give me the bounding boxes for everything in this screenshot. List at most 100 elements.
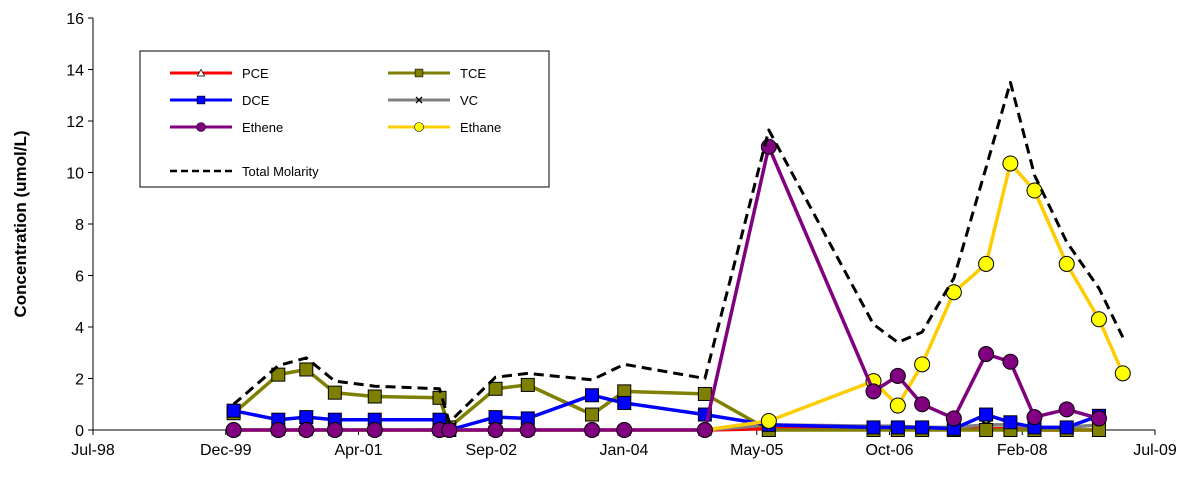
y-tick-label: 6 xyxy=(75,269,84,286)
point-dce xyxy=(488,410,503,425)
point-ethane xyxy=(1090,311,1107,328)
legend-label-total-molarity: Total Molarity xyxy=(242,164,319,179)
point-ethane xyxy=(978,255,995,272)
point-ethene xyxy=(225,422,242,438)
point-ethane xyxy=(914,356,931,373)
x-tick-label: Oct-06 xyxy=(865,442,913,459)
legend-label-vc: VC xyxy=(460,93,478,108)
legend: PCE TCE DCE VC Ethene Ethane Total Molarity xyxy=(139,50,550,188)
legend-marker-shape xyxy=(196,95,206,105)
point-ethene xyxy=(1058,401,1075,418)
point-ethene xyxy=(519,422,536,438)
point-tce xyxy=(520,377,535,392)
point-ethene xyxy=(366,422,383,438)
legend-marker-ethane xyxy=(414,122,424,132)
legend-marker-shape xyxy=(415,96,423,104)
point-ethene xyxy=(696,422,713,438)
point-dce xyxy=(617,395,632,410)
point-ethene xyxy=(1002,353,1019,370)
legend-label-pce: PCE xyxy=(242,66,269,81)
series-ethene xyxy=(225,138,1107,438)
series-line-ethene xyxy=(233,145,1100,432)
legend-marker-pce xyxy=(196,68,206,77)
point-ethane xyxy=(1026,182,1043,199)
point-dce xyxy=(1059,420,1074,435)
x-tick-label: Dec-99 xyxy=(200,442,252,459)
point-ethene xyxy=(326,422,343,438)
x-tick-label: May-05 xyxy=(730,442,783,459)
x-tick-label: Jul-09 xyxy=(1133,442,1177,459)
point-dce xyxy=(1003,415,1018,430)
point-ethane xyxy=(945,284,962,301)
series-total-molarity xyxy=(232,80,1125,424)
point-dce xyxy=(890,420,905,435)
point-tce xyxy=(327,385,342,400)
y-axis-title: Concentration (umol/L) xyxy=(11,131,30,318)
point-tce xyxy=(617,384,632,399)
x-tick-label: Sep-02 xyxy=(465,442,517,459)
point-dce xyxy=(979,407,994,422)
legend-label-tce: TCE xyxy=(460,66,486,81)
point-ethene xyxy=(760,138,777,155)
y-tick-label: 16 xyxy=(66,11,84,28)
point-ethene xyxy=(487,422,504,438)
point-dce xyxy=(585,388,600,403)
point-ethane xyxy=(1114,365,1131,382)
legend-item-ethane: Ethane xyxy=(388,120,501,135)
point-dce xyxy=(915,420,930,435)
point-dce xyxy=(226,403,241,418)
x-tick-label: Feb-08 xyxy=(997,442,1048,459)
point-ethene xyxy=(978,346,995,363)
y-tick-label: 4 xyxy=(75,320,84,337)
series-line-tce xyxy=(232,367,1099,432)
legend-marker-shape xyxy=(414,122,424,132)
point-ethene xyxy=(865,383,882,400)
point-ethene xyxy=(584,422,601,438)
legend-item-total-molarity: Total Molarity xyxy=(170,164,319,179)
point-ethene xyxy=(441,422,458,438)
y-tick-label: 12 xyxy=(66,114,84,131)
point-ethene xyxy=(889,367,906,384)
point-ethene xyxy=(1026,409,1043,426)
legend-marker-vc xyxy=(415,96,423,104)
legend-item-vc: VC xyxy=(388,93,478,108)
point-ethene xyxy=(270,422,287,438)
point-ethene xyxy=(1090,410,1107,427)
point-tce xyxy=(367,389,382,404)
legend-label-ethane: Ethane xyxy=(460,120,501,135)
point-ethene xyxy=(298,422,315,438)
y-tick-label: 8 xyxy=(75,217,84,234)
point-tce xyxy=(299,362,314,377)
legend-label-ethene: Ethene xyxy=(242,120,283,135)
point-tce xyxy=(488,381,503,396)
point-tce xyxy=(585,407,600,422)
point-ethane xyxy=(889,397,906,414)
y-tick-label: 0 xyxy=(75,423,84,440)
series-line-dce xyxy=(233,393,1100,432)
legend-marker-shape xyxy=(414,68,424,78)
x-tick-label: Apr-01 xyxy=(334,442,382,459)
y-tick-label: 10 xyxy=(66,166,84,183)
point-ethane xyxy=(1058,255,1075,272)
legend-marker-tce xyxy=(414,68,424,78)
legend-item-dce: DCE xyxy=(170,93,270,108)
legend-item-pce: PCE xyxy=(170,66,269,81)
x-tick-label: Jul-98 xyxy=(71,442,115,459)
legend-item-tce: TCE xyxy=(388,66,486,81)
legend-item-ethene: Ethene xyxy=(170,120,283,135)
point-ethene xyxy=(616,422,633,438)
series-layer xyxy=(225,80,1131,438)
legend-label-dce: DCE xyxy=(242,93,270,108)
legend-marker-ethene xyxy=(196,122,206,132)
point-dce xyxy=(299,410,314,425)
legend-marker-dce xyxy=(196,95,206,105)
point-ethene xyxy=(945,410,962,427)
axes: 0 2 4 6 8 10 12 14 16 Jul-98 Dec-99 Apr-01 Sep-02 Jan… xyxy=(11,11,1177,459)
point-tce xyxy=(979,423,994,437)
legend-marker-shape xyxy=(196,68,206,77)
y-tick-label: 14 xyxy=(66,63,84,80)
x-tick-label: Jan-04 xyxy=(600,442,649,459)
point-tce xyxy=(697,386,712,401)
series-line-total-molarity xyxy=(232,80,1125,424)
